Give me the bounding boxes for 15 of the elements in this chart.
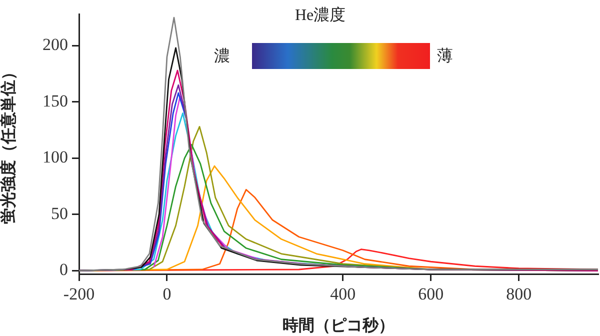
x-tick-label: 0 xyxy=(162,284,172,304)
y-tick-label: 200 xyxy=(42,35,68,54)
y-axis-title: 蛍光強度（任意単位） xyxy=(0,64,18,224)
x-tick-label: 600 xyxy=(418,284,444,304)
x-tick-label: 400 xyxy=(330,284,356,304)
annotation: 濃 xyxy=(214,46,230,67)
y-tick-label: 50 xyxy=(51,204,68,223)
annotation: 薄 xyxy=(437,46,453,67)
y-tick-label: 0 xyxy=(60,260,68,280)
x-tick-label: -200 xyxy=(63,284,95,304)
legend-title: He濃度 xyxy=(295,6,346,26)
x-axis-title: 時間（ピコ秒） xyxy=(282,316,394,335)
y-tick-label: 100 xyxy=(42,148,68,167)
x-tick-label: 800 xyxy=(506,284,532,304)
y-tick-label: 150 xyxy=(42,91,68,110)
